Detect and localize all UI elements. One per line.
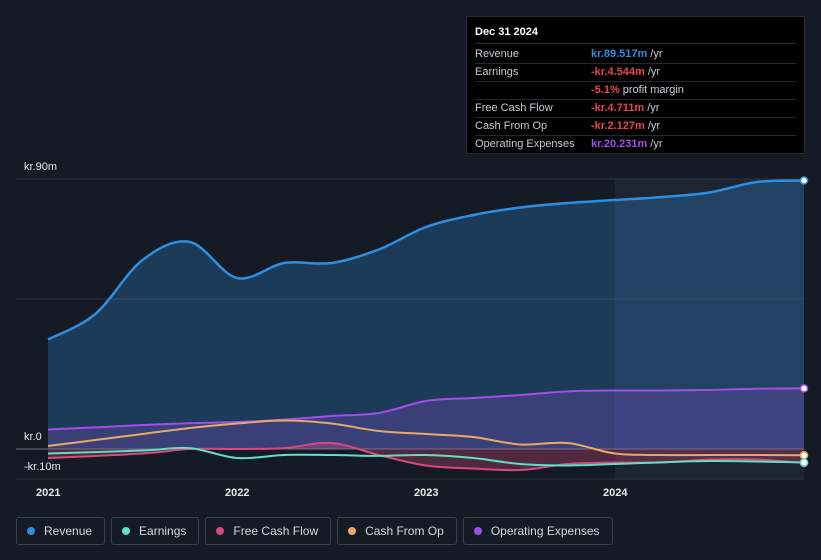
tooltip-rows: Revenue kr.89.517m/yr Earnings -kr.4.544m/y… [475, 46, 796, 153]
tooltip-value: kr.20.231m [591, 138, 648, 150]
y-tick-label-top: kr.90m [24, 161, 57, 173]
legend-dot-icon [473, 527, 482, 535]
legend-dot-icon [216, 527, 225, 535]
free-cash-flow-area [48, 442, 804, 471]
operating-expenses-endpoint[interactable] [799, 384, 809, 393]
legend-label: Earnings [139, 524, 187, 538]
x-tick-label: 2023 [414, 487, 438, 499]
tooltip-label: Cash From Op [475, 120, 548, 132]
tooltip-label: Operating Expenses [475, 138, 575, 150]
tooltip-label [475, 82, 591, 99]
tooltip-value: kr.89.517m [591, 48, 648, 60]
legend-label: Operating Expenses [490, 524, 600, 538]
legend-item-revenue[interactable]: Revenue [16, 517, 106, 545]
tooltip-label: Earnings [475, 66, 519, 78]
operating-expenses-line [47, 387, 805, 431]
y-tick-label-bottom: -kr.10m [24, 461, 61, 473]
tooltip-row: Earnings -kr.4.544m/yr [475, 64, 796, 82]
tooltip-value: -kr.2.127m [591, 120, 645, 132]
tooltip-unit: profit margin [622, 84, 684, 96]
tooltip-unit: /yr [647, 102, 660, 114]
highlight-band [615, 179, 804, 479]
legend-label: Free Cash Flow [233, 524, 319, 538]
tooltip-unit: /yr [650, 48, 663, 60]
tooltip-unit: /yr [650, 138, 663, 150]
tooltip-label: Revenue [475, 48, 520, 60]
tooltip-row: Operating Expenses kr.20.231m/yr [475, 136, 796, 153]
x-tick-label: 2024 [603, 487, 628, 499]
revenue-endpoint[interactable] [799, 176, 809, 185]
tooltip-unit: /yr [647, 120, 661, 132]
operating-expenses-area [48, 388, 804, 449]
legend-dot-icon [348, 527, 357, 535]
series-areas [48, 180, 804, 471]
earnings-line [47, 446, 805, 467]
tooltip-date: Dec 31 2024 [475, 25, 796, 44]
tooltip-value: -kr.4.711m [591, 102, 645, 114]
chart-legend: Revenue Earnings Free Cash Flow Cash From O… [16, 517, 613, 545]
series-lines [47, 179, 805, 472]
cash-from-op-endpoint[interactable] [799, 451, 809, 460]
data-tooltip: Dec 31 2024 Revenue kr.89.517m/yr Earnings… [466, 16, 805, 154]
legend-dot-icon [122, 527, 131, 535]
legend-item-operating-expenses[interactable]: Operating Expenses [462, 517, 613, 545]
revenue-area [48, 180, 804, 449]
cash-from-op-line [47, 419, 805, 457]
tooltip-row: Cash From Op -kr.2.127m/yr [475, 118, 796, 136]
series-endpoints [799, 176, 809, 468]
x-tick-label: 2022 [225, 487, 249, 499]
x-axis: 2021 2022 2023 2024 [36, 487, 628, 499]
tooltip-value: -5.1% [591, 84, 620, 96]
tooltip-value: -kr.4.544m [591, 66, 645, 78]
tooltip-unit: /yr [647, 66, 661, 78]
x-tick-label: 2021 [36, 487, 60, 499]
earnings-endpoint[interactable] [799, 458, 809, 467]
legend-label: Cash From Op [365, 524, 444, 538]
legend-label: Revenue [44, 524, 93, 538]
legend-item-cash-from-op[interactable]: Cash From Op [337, 517, 457, 545]
tooltip-row: Free Cash Flow -kr.4.711m/yr [475, 100, 796, 118]
tooltip-row: -5.1% profit margin [475, 82, 796, 100]
revenue-line [47, 179, 805, 341]
tooltip-row: Revenue kr.89.517m/yr [475, 46, 796, 64]
y-tick-label-zero: kr.0 [24, 431, 42, 443]
legend-dot-icon [27, 527, 35, 535]
legend-item-free-cash-flow[interactable]: Free Cash Flow [205, 517, 332, 545]
tooltip-label: Free Cash Flow [475, 102, 553, 114]
legend-item-earnings[interactable]: Earnings [111, 517, 200, 545]
grid-lines [16, 178, 804, 480]
